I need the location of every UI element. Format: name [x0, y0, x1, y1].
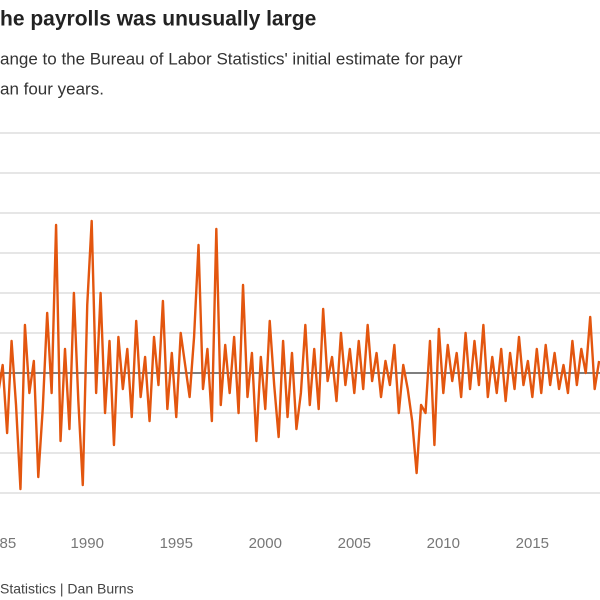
x-tick-label: 1990	[71, 535, 104, 552]
x-tick-label: 2010	[427, 535, 460, 552]
x-tick-label: 2005	[338, 535, 371, 552]
x-tick-label: 85	[0, 535, 16, 552]
x-tick-label: 2000	[249, 535, 282, 552]
x-tick-label: 1995	[160, 535, 193, 552]
source: Statistics | Dan Burns	[0, 581, 134, 597]
chart-title: he payrolls was unusually large	[0, 8, 316, 31]
subtitle-line: an four years.	[0, 79, 104, 98]
data-line	[0, 219, 600, 491]
subtitle-line: ange to the Bureau of Labor Statistics' …	[0, 49, 463, 68]
x-tick-label: 2015	[516, 535, 549, 552]
